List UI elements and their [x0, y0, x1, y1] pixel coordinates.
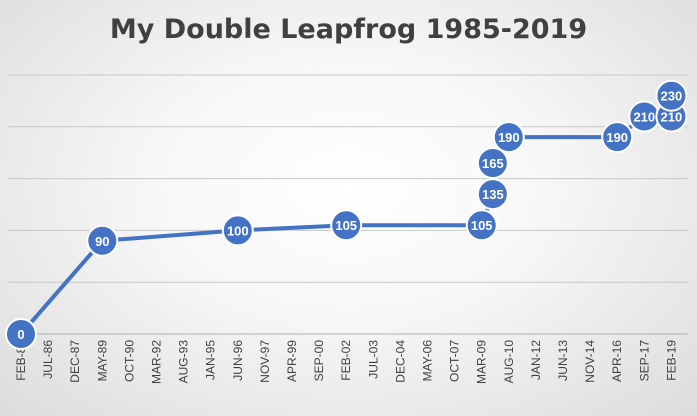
x-tick-label: JUN-96 — [231, 340, 245, 381]
data-label: 190 — [498, 130, 520, 145]
x-tick-label: MAR-92 — [150, 340, 164, 384]
data-point: 190 — [601, 121, 634, 154]
point-marker — [86, 224, 119, 257]
data-point: 105 — [330, 209, 363, 242]
x-tick-labels: FEB-85 JUL-86 DEC-87 MAY-89 OCT-90 MAR-92 AUG-… — [14, 340, 678, 384]
x-tick-label: DEC-04 — [393, 340, 407, 383]
x-tick-label: OCT-07 — [448, 340, 462, 382]
x-tick-label: DEC-87 — [68, 340, 82, 383]
x-tick-label: JAN-12 — [529, 340, 543, 380]
data-point: 210 — [628, 100, 661, 133]
chart-title: My Double Leapfrog 1985-2019 — [109, 14, 588, 45]
data-point: 230 — [655, 79, 688, 112]
point-marker — [492, 121, 525, 154]
point-marker — [221, 214, 254, 247]
x-tick-label: JAN-95 — [204, 340, 218, 380]
data-label: 165 — [482, 156, 504, 171]
data-points: 090100105105135165190190210210210230 — [5, 79, 688, 350]
data-label: 230 — [661, 89, 683, 104]
data-point: 165 — [476, 147, 509, 180]
data-point: 135 — [476, 178, 509, 211]
x-tick-label: AUG-10 — [502, 340, 516, 384]
x-tick-label: JUL-03 — [366, 340, 380, 379]
x-tick-label: MAY-89 — [95, 340, 109, 382]
x-tick-label: APR-99 — [285, 340, 299, 382]
data-label: 0 — [17, 327, 24, 342]
data-label: 210 — [633, 109, 655, 124]
data-label: 210 — [661, 109, 683, 124]
data-point: 105 — [465, 209, 498, 242]
x-tick-label: FEB-19 — [664, 340, 678, 381]
x-tick-label: OCT-90 — [122, 340, 136, 382]
gridlines — [8, 74, 688, 335]
data-point: 190 — [492, 121, 525, 154]
x-tick-label: AUG-93 — [177, 340, 191, 384]
data-label: 100 — [227, 223, 249, 238]
x-tick-label: SEP-17 — [637, 340, 651, 382]
x-tick-label: MAY-06 — [421, 340, 435, 382]
x-tick-label: FEB-85 — [14, 340, 28, 381]
x-tick-label: SEP-00 — [312, 340, 326, 382]
x-tick-label: JUL-86 — [41, 340, 55, 379]
x-tick-label: FEB-02 — [339, 340, 353, 381]
x-tick-label: APR-16 — [610, 340, 624, 382]
point-marker — [601, 121, 634, 154]
data-label: 105 — [335, 218, 357, 233]
data-point: 0 — [5, 318, 37, 350]
point-marker — [465, 209, 498, 242]
data-label: 190 — [606, 130, 628, 145]
data-label: 90 — [95, 234, 109, 249]
data-point: 90 — [86, 224, 119, 257]
x-tick-label: NOV-97 — [258, 340, 272, 383]
point-marker — [655, 79, 688, 112]
data-label: 105 — [471, 218, 493, 233]
data-label: 135 — [482, 187, 504, 202]
point-marker — [476, 147, 509, 180]
x-tick-label: MAR-09 — [475, 340, 489, 384]
point-marker — [330, 209, 363, 242]
x-tick-label: JUN-13 — [556, 340, 570, 381]
x-tick-label: NOV-14 — [583, 340, 597, 383]
point-marker — [5, 318, 37, 350]
point-marker — [476, 178, 509, 211]
data-point: 100 — [221, 214, 254, 247]
